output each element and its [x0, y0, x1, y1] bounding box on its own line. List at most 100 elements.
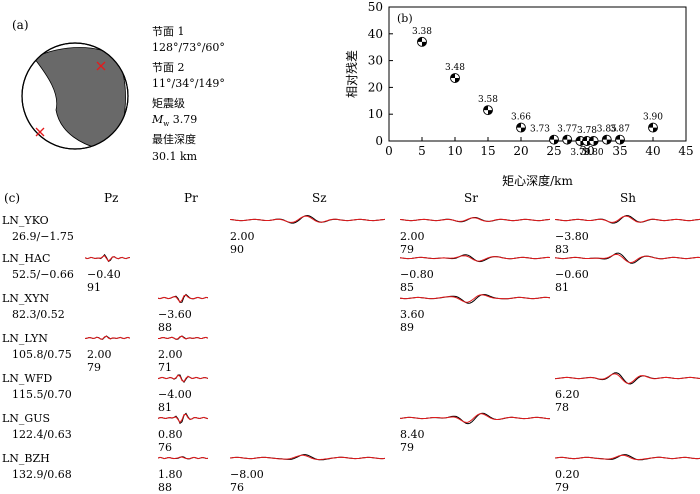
- waveform-sr: [400, 412, 550, 425]
- point-label: 3.79: [570, 148, 590, 158]
- synthetic-trace: [400, 294, 550, 303]
- correlation: 90: [230, 243, 244, 256]
- waveform-pz: [85, 253, 130, 263]
- correlation: 81: [555, 281, 569, 294]
- x-tick-label: 15: [480, 144, 495, 158]
- point-label: 3.78: [577, 126, 597, 136]
- correlation: 83: [555, 243, 569, 256]
- time-shift: 6.20: [555, 388, 580, 401]
- station-distance: 52.5/−0.66: [12, 268, 74, 281]
- station-distance: 132.9/0.68: [12, 468, 72, 481]
- y-axis-label: 相对残差: [345, 50, 359, 98]
- y-tick-label: 20: [368, 80, 383, 94]
- time-shift: 2.00: [87, 348, 112, 361]
- x-tick-label: 40: [645, 144, 660, 158]
- x-axis-label: 矩心深度/km: [502, 173, 573, 188]
- time-shift: 0.80: [158, 428, 183, 441]
- synthetic-trace: [85, 255, 130, 262]
- station-name: LN_GUS: [2, 412, 51, 425]
- y-tick-label: 50: [368, 0, 383, 14]
- point-label: 3.85: [597, 125, 617, 135]
- station-distance: 105.8/0.75: [12, 348, 72, 361]
- waveform-pz: [85, 335, 130, 340]
- correlation: 71: [158, 361, 172, 374]
- synthetic-trace: [555, 454, 700, 461]
- correlation: 79: [87, 361, 101, 374]
- correlation: 91: [87, 281, 101, 294]
- magnitude-label: 矩震级: [152, 97, 185, 110]
- station-name: LN_LYN: [2, 332, 48, 345]
- synthetic-trace: [158, 413, 208, 424]
- waveform-sz: [230, 214, 385, 224]
- station-distance: 82.3/0.52: [12, 308, 65, 321]
- x-tick-label: 30: [579, 144, 594, 158]
- correlation: 76: [230, 481, 244, 494]
- correlation: 79: [555, 481, 569, 494]
- panel-b-label: (b): [397, 12, 413, 25]
- station-name: LN_BZH: [2, 452, 50, 465]
- synthetic-trace: [158, 335, 208, 340]
- time-shift: 0.20: [555, 468, 580, 481]
- station-name: LN_YKO: [2, 214, 49, 227]
- correlation: 81: [158, 401, 172, 414]
- component-header-sz: Sz: [312, 191, 327, 205]
- waveform-sr: [400, 293, 550, 304]
- station-name: LN_XYN: [2, 292, 50, 305]
- depth-label: 最佳深度: [152, 133, 196, 146]
- point-label: 3.77: [557, 125, 577, 135]
- point-label: 3.66: [511, 113, 531, 123]
- synthetic-trace: [230, 215, 385, 223]
- plane1-label: 节面 1: [152, 25, 185, 38]
- waveform-pr: [158, 293, 208, 304]
- correlation: 78: [555, 401, 569, 414]
- component-header-sr: Sr: [464, 191, 478, 205]
- panel-c-label: (c): [4, 191, 21, 205]
- component-header-pz: Pz: [104, 191, 119, 205]
- x-tick-label: 10: [447, 144, 462, 158]
- plane2-label: 节面 2: [152, 61, 185, 74]
- station-distance: 115.5/0.70: [12, 388, 72, 401]
- waveform-sr: [400, 217, 550, 223]
- time-shift: 2.00: [158, 348, 183, 361]
- time-shift: −3.60: [158, 308, 192, 321]
- x-tick-label: 45: [678, 144, 693, 158]
- time-shift: −0.80: [400, 268, 434, 281]
- x-tick-label: 25: [546, 144, 561, 158]
- y-tick-label: 10: [368, 107, 383, 121]
- waveform-sh: [555, 372, 700, 385]
- correlation: 88: [158, 481, 172, 494]
- time-shift: −8.00: [230, 468, 264, 481]
- synthetic-trace: [85, 335, 130, 340]
- waveform-sh: [555, 252, 700, 264]
- waveform-pr: [158, 412, 208, 425]
- data-point: [601, 134, 612, 145]
- observed-trace: [400, 293, 550, 304]
- waveform-pr: [158, 335, 208, 340]
- x-tick-label: 20: [513, 144, 528, 158]
- time-shift: 2.00: [230, 230, 255, 243]
- magnitude-subscript: w: [163, 120, 170, 129]
- correlation: 85: [400, 281, 414, 294]
- magnitude-value: 3.79: [172, 113, 198, 126]
- synthetic-trace: [555, 215, 700, 223]
- synthetic-trace: [158, 456, 208, 460]
- time-shift: 1.80: [158, 468, 183, 481]
- waveform-sz: [230, 454, 385, 461]
- synthetic-trace: [158, 294, 208, 303]
- point-label: 3.38: [412, 27, 432, 37]
- beachball: [21, 42, 129, 150]
- synthetic-trace: [158, 374, 208, 383]
- station-distance: 122.4/0.63: [12, 428, 72, 441]
- point-label: 3.87: [610, 125, 630, 135]
- synthetic-trace: [230, 454, 385, 461]
- data-point: [549, 134, 559, 145]
- x-tick-label: 5: [418, 144, 426, 158]
- correlation: 88: [158, 321, 172, 334]
- point-label: 3.73: [530, 125, 550, 135]
- synthetic-trace: [400, 217, 550, 222]
- station-name: LN_WFD: [2, 372, 53, 385]
- correlation: 76: [158, 441, 172, 454]
- t-axis-marker: [96, 61, 106, 71]
- depth-value: 30.1 km: [152, 150, 198, 163]
- synthetic-trace: [400, 413, 550, 423]
